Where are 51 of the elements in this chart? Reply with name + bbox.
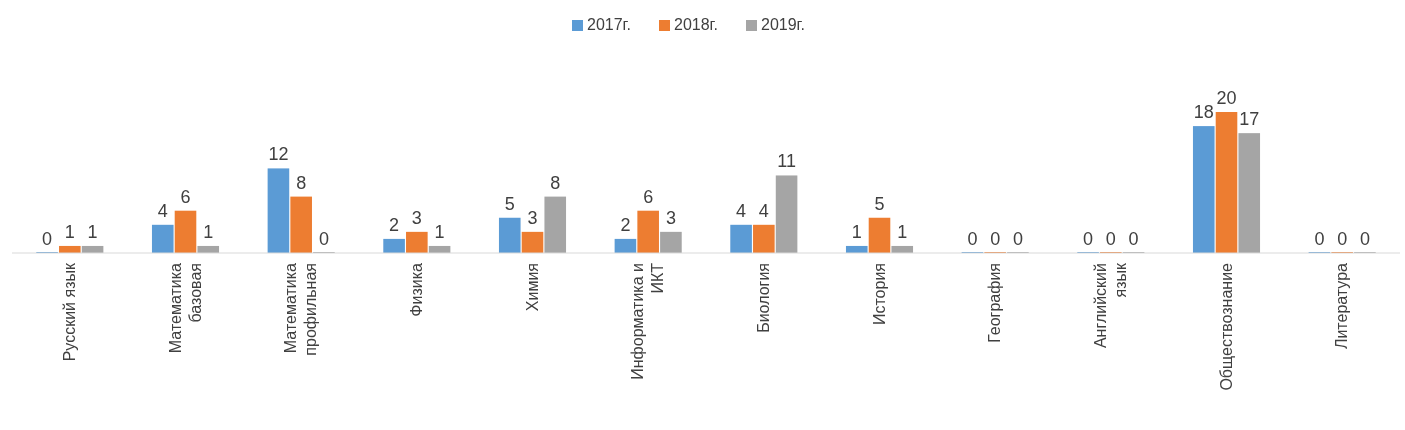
data-label: 0 bbox=[990, 229, 1001, 249]
x-tick-label: Химия bbox=[523, 263, 541, 312]
legend-label: 2017г. bbox=[587, 16, 631, 34]
data-label: 1 bbox=[203, 221, 214, 242]
data-label: 3 bbox=[527, 207, 538, 228]
data-label: 2 bbox=[620, 214, 631, 235]
x-tick-label: Математика базовая bbox=[166, 262, 204, 354]
data-label: 1 bbox=[87, 221, 98, 242]
x-tick-label: География bbox=[986, 263, 1004, 343]
data-label: 1 bbox=[64, 221, 75, 242]
data-label: 5 bbox=[504, 193, 515, 214]
data-label: 0 bbox=[1314, 229, 1325, 249]
x-tick-label: Информатика и ИКТ bbox=[629, 262, 667, 380]
legend-label: 2018г. bbox=[674, 16, 718, 34]
data-label: 20 bbox=[1216, 88, 1237, 108]
data-label: 1 bbox=[851, 221, 862, 242]
data-label: 18 bbox=[1193, 102, 1214, 123]
data-label: 0 bbox=[1105, 229, 1116, 249]
data-label: 0 bbox=[1128, 229, 1139, 249]
data-label: 4 bbox=[736, 200, 747, 221]
data-label: 3 bbox=[411, 207, 422, 228]
data-label: 0 bbox=[967, 229, 978, 249]
data-label: 8 bbox=[550, 172, 561, 193]
x-tick-label: Математика профильная bbox=[282, 262, 320, 356]
data-label: 4 bbox=[758, 200, 769, 221]
x-tick-label: Биология bbox=[754, 263, 772, 333]
data-label: 1 bbox=[897, 221, 908, 242]
data-label: 1 bbox=[434, 221, 445, 242]
x-tick-label: Обществознание bbox=[1217, 262, 1235, 391]
data-label: 2 bbox=[389, 214, 400, 235]
data-label: 0 bbox=[1083, 229, 1094, 249]
data-label: 17 bbox=[1239, 109, 1260, 130]
data-label: 6 bbox=[643, 186, 654, 207]
x-tick-label: Русский язык bbox=[60, 262, 78, 362]
data-label: 0 bbox=[1337, 229, 1348, 249]
legend-label: 2019г. bbox=[761, 16, 805, 34]
x-tick-label: Английский язык bbox=[1091, 262, 1129, 349]
data-label: 8 bbox=[296, 172, 307, 193]
data-label: 4 bbox=[157, 200, 168, 221]
data-label: 0 bbox=[42, 229, 53, 249]
data-label: 12 bbox=[268, 144, 289, 165]
data-label: 3 bbox=[665, 207, 676, 228]
data-label: 0 bbox=[318, 229, 329, 249]
data-label: 11 bbox=[777, 151, 796, 172]
data-label: 0 bbox=[1359, 229, 1370, 249]
x-tick-label: История bbox=[870, 263, 888, 326]
data-label: 0 bbox=[1012, 229, 1023, 249]
data-label: 6 bbox=[180, 186, 191, 207]
data-label: 5 bbox=[874, 193, 885, 214]
x-tick-label: Физика bbox=[407, 262, 425, 317]
x-tick-label: Литература bbox=[1333, 262, 1351, 350]
